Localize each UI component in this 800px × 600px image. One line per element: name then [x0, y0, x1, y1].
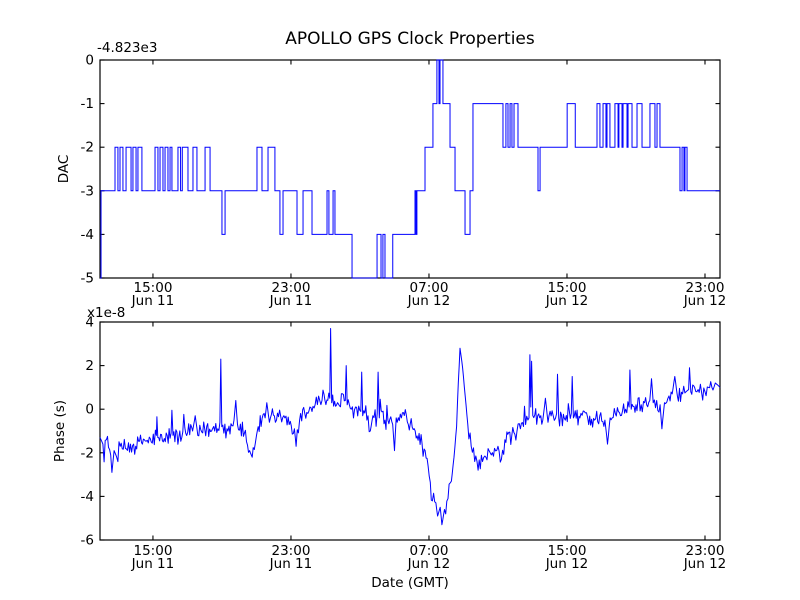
x-tick-label-time: 15:00 — [548, 280, 587, 296]
x-tick-label-time: 07:00 — [410, 543, 449, 559]
y-tick-label: -2 — [81, 140, 94, 156]
x-tick-label-time: 23:00 — [686, 280, 725, 296]
dac-axis-label: DAC — [56, 155, 72, 184]
phase-series-line — [99, 328, 721, 526]
y-tick-label: -3 — [81, 183, 94, 199]
x-tick-label-time: 15:00 — [134, 543, 173, 559]
x-tick-label-date: Jun 11 — [131, 556, 175, 572]
y-tick-label: 4 — [85, 315, 94, 331]
y-tick-label: -4 — [81, 489, 94, 505]
x-tick-label-date: Jun 12 — [545, 556, 589, 572]
phase-axis-label: Phase (s) — [52, 400, 68, 462]
x-tick-label-time: 07:00 — [410, 280, 449, 296]
dac-offset-text: -4.823e3 — [97, 40, 157, 56]
axes-frame — [99, 59, 721, 279]
x-tick-label-time: 15:00 — [548, 543, 587, 559]
y-tick-label: -6 — [81, 533, 94, 549]
x-tick-label-time: 15:00 — [134, 280, 173, 296]
y-tick-label: 0 — [85, 53, 94, 69]
date-axis-label: Date (GMT) — [371, 575, 448, 591]
y-tick-label: 2 — [85, 358, 94, 374]
phase-scale-text: x1e-8 — [87, 305, 125, 321]
x-tick-label-time: 23:00 — [686, 543, 725, 559]
y-tick-label: 0 — [85, 402, 94, 418]
x-tick-label-date: Jun 11 — [269, 556, 313, 572]
y-tick-label: -2 — [81, 445, 94, 461]
y-tick-label: -5 — [81, 271, 94, 287]
chart-title: APOLLO GPS Clock Properties — [285, 29, 535, 49]
x-tick-label-date: Jun 11 — [269, 293, 313, 309]
x-tick-label-date: Jun 11 — [131, 293, 175, 309]
x-tick-label-time: 23:00 — [272, 280, 311, 296]
x-tick-label-date: Jun 12 — [683, 293, 727, 309]
x-tick-label-date: Jun 12 — [407, 293, 451, 309]
y-tick-label: -1 — [81, 96, 94, 112]
dac-series-line — [100, 59, 720, 279]
x-tick-label-time: 23:00 — [272, 543, 311, 559]
x-tick-label-date: Jun 12 — [683, 556, 727, 572]
x-tick-label-date: Jun 12 — [545, 293, 589, 309]
y-tick-label: -4 — [81, 227, 94, 243]
axes-frame — [99, 321, 721, 541]
x-tick-label-date: Jun 12 — [407, 556, 451, 572]
